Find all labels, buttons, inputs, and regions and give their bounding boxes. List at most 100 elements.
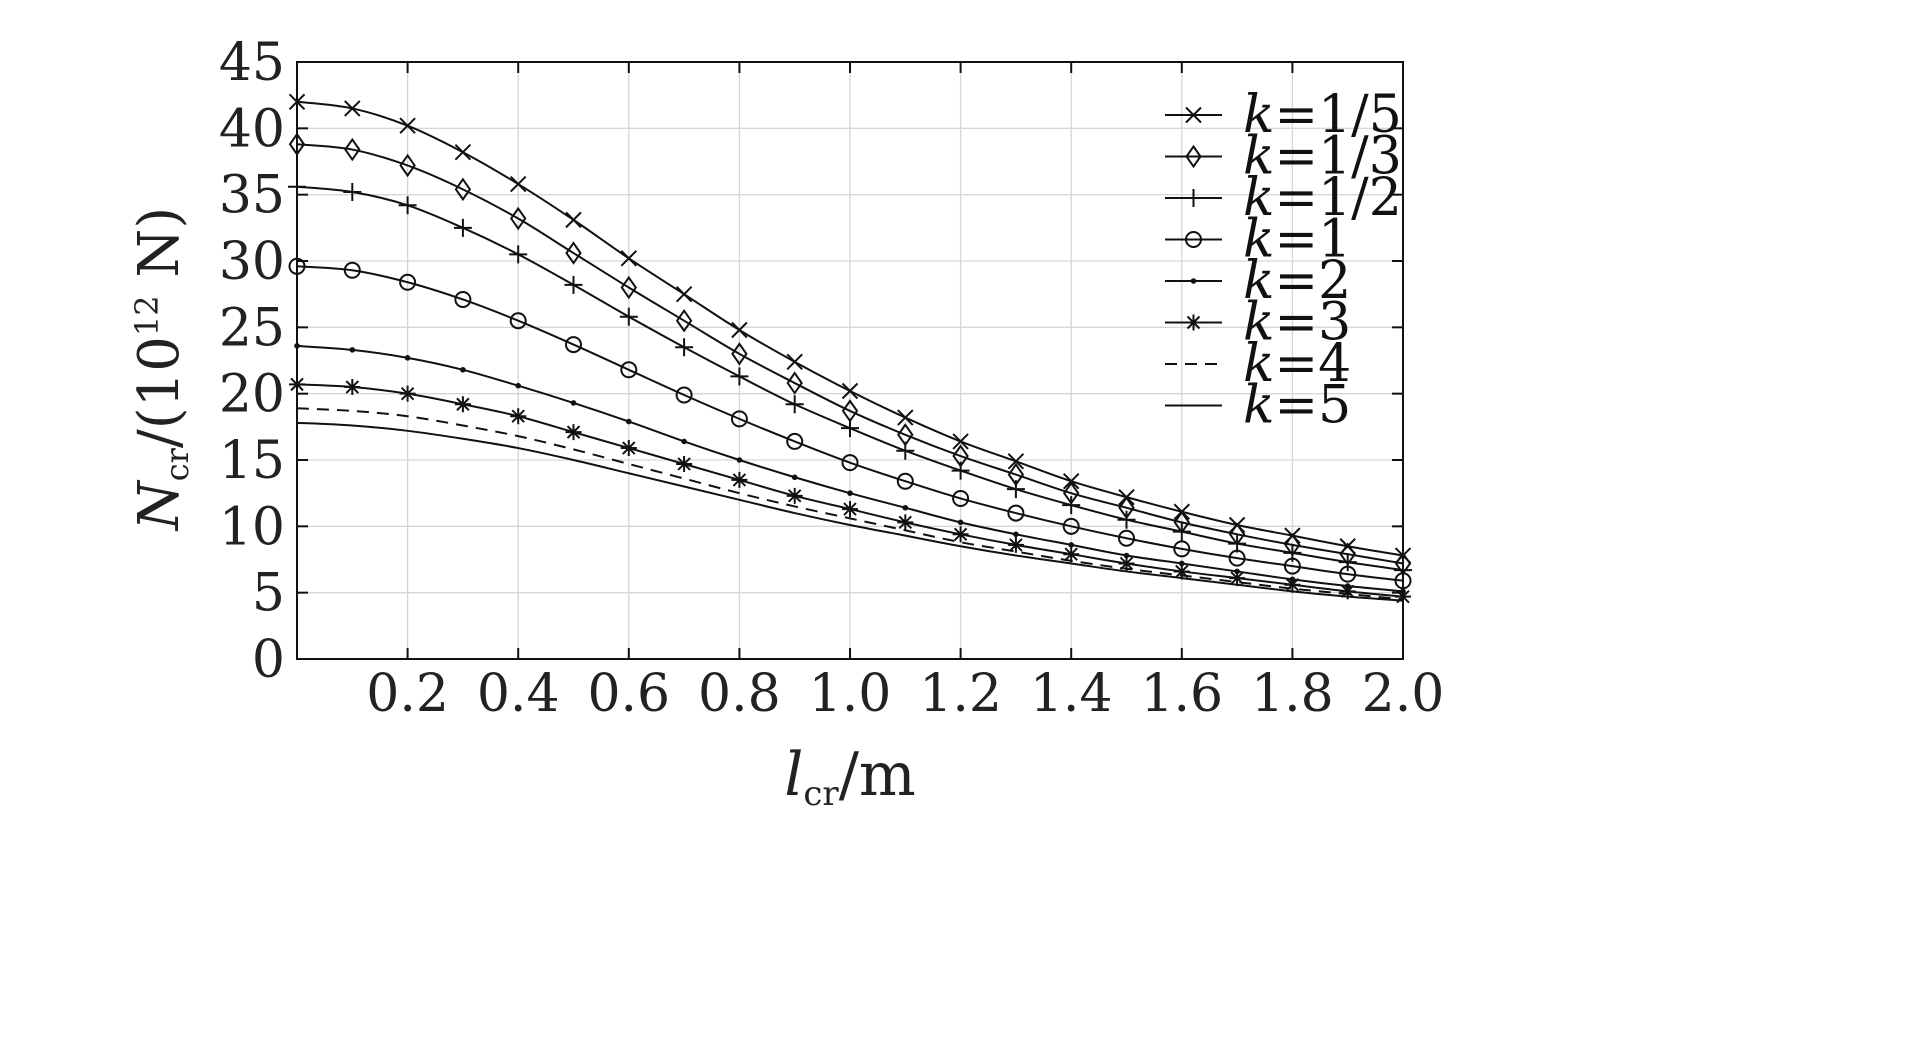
data-point-marker xyxy=(515,382,521,389)
y-tick-label: 30 xyxy=(219,232,285,292)
data-point-marker xyxy=(847,490,853,496)
data-point-marker xyxy=(1229,570,1246,587)
data-point-marker xyxy=(1228,549,1246,567)
data-point-marker xyxy=(565,241,582,265)
y-tick-label: 5 xyxy=(252,564,285,624)
series-line-3 xyxy=(296,265,1404,582)
data-point-marker xyxy=(786,371,803,395)
data-point-marker xyxy=(785,395,804,414)
data-point-marker xyxy=(399,385,416,402)
legend-marker xyxy=(1184,189,1203,207)
data-point-marker xyxy=(399,273,417,291)
data-point-marker xyxy=(786,432,804,450)
data-point-marker xyxy=(1063,546,1080,563)
legend-label-k: k xyxy=(1243,85,1275,145)
data-point-marker xyxy=(730,367,749,386)
y-axis-title-sup: 12 xyxy=(128,295,166,336)
data-point-marker xyxy=(902,504,909,511)
data-point-marker xyxy=(1007,504,1025,522)
legend-label-value: =3 xyxy=(1275,293,1352,353)
y-tick-label: 40 xyxy=(219,99,285,159)
x-tick-label: 2.0 xyxy=(1362,664,1445,724)
data-point-marker xyxy=(1062,473,1080,490)
data-point-marker xyxy=(1006,480,1025,499)
data-point-marker xyxy=(896,472,914,490)
data-point-marker xyxy=(1062,517,1080,535)
data-point-marker xyxy=(675,338,694,357)
x-tick-label: 0.2 xyxy=(366,664,449,724)
data-point-marker xyxy=(570,400,577,406)
data-point-marker xyxy=(626,418,632,425)
y-axis-title: Ncr/(1012 N) xyxy=(127,207,196,533)
data-point-marker xyxy=(676,455,693,472)
x-axis-title-main: l xyxy=(784,740,803,810)
data-point-marker xyxy=(791,474,798,481)
data-point-marker xyxy=(1283,557,1301,575)
data-point-marker xyxy=(509,312,527,330)
legend-label-k: k xyxy=(1243,210,1275,270)
data-point-marker xyxy=(681,438,687,445)
data-point-marker xyxy=(730,410,748,428)
legend-label-k: k xyxy=(1243,334,1275,394)
data-point-marker xyxy=(349,347,356,353)
legend-label: k=4 xyxy=(1243,334,1351,394)
legend-label-value: =1 xyxy=(1275,210,1352,270)
legend-item: k=5 xyxy=(1165,376,1351,436)
legend-item: k=1/2 xyxy=(1165,168,1402,228)
data-point-marker xyxy=(841,382,859,400)
data-point-marker xyxy=(509,175,527,193)
data-point-marker xyxy=(510,408,527,425)
data-point-marker xyxy=(619,307,638,326)
x-tick-label: 1.2 xyxy=(919,664,1002,724)
legend-marker xyxy=(1190,278,1197,284)
y-axis-title-sub: cr xyxy=(158,447,196,481)
legend-label: k=1/3 xyxy=(1243,127,1402,187)
data-point-marker xyxy=(344,100,361,117)
data-point-marker xyxy=(344,379,361,396)
data-point-marker xyxy=(1339,583,1356,600)
series-line-6 xyxy=(296,407,1404,601)
data-point-marker xyxy=(1118,555,1135,572)
x-tick-label: 0.4 xyxy=(477,664,560,724)
y-tick-label: 25 xyxy=(219,298,285,358)
y-tick-label: 0 xyxy=(252,630,285,690)
data-point-marker xyxy=(343,183,362,202)
legend-label-k: k xyxy=(1243,127,1275,187)
data-point-marker xyxy=(1013,531,1019,538)
series-markers xyxy=(288,93,1412,605)
data-point-marker xyxy=(1338,553,1357,572)
data-point-marker xyxy=(841,419,859,438)
legend-label-value: =1/5 xyxy=(1275,85,1402,145)
data-point-marker xyxy=(1062,496,1081,515)
data-point-marker xyxy=(897,409,914,426)
legend-marker xyxy=(1185,231,1202,248)
data-point-marker xyxy=(1173,540,1191,558)
data-point-marker xyxy=(951,461,970,480)
data-point-marker xyxy=(731,471,748,488)
data-point-marker xyxy=(952,526,969,543)
data-point-marker xyxy=(620,250,638,267)
data-point-marker xyxy=(957,519,964,526)
y-tick-label: 15 xyxy=(219,431,285,491)
legend-label-k: k xyxy=(1243,376,1275,436)
x-tick-label: 0.6 xyxy=(587,664,670,724)
y-tick-label: 10 xyxy=(219,497,285,557)
legend-label: k=1 xyxy=(1243,210,1351,270)
x-tick-label: 1.8 xyxy=(1251,664,1334,724)
y-tick-label: 35 xyxy=(219,166,285,226)
legend-label-k: k xyxy=(1243,168,1275,228)
data-point-marker xyxy=(399,153,416,178)
legend-item: k=1/5 xyxy=(1165,85,1402,145)
legend-label-value: =1/2 xyxy=(1275,168,1402,228)
legend-label: k=3 xyxy=(1243,293,1351,353)
x-axis-title-tail: /m xyxy=(839,740,916,810)
data-point-marker xyxy=(1007,453,1025,470)
legend-label-value: =4 xyxy=(1275,334,1352,394)
data-point-marker xyxy=(344,137,361,162)
data-point-marker xyxy=(454,396,471,413)
data-point-marker xyxy=(454,144,472,161)
x-tick-label: 1.4 xyxy=(1030,664,1113,724)
data-point-marker xyxy=(1173,563,1190,580)
